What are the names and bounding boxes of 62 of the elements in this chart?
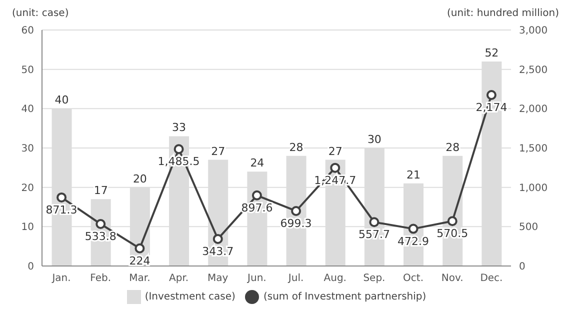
- data-label: 28: [289, 140, 304, 154]
- y2-tick-label: 2,500: [519, 64, 548, 76]
- data-label: 533.8: [84, 230, 116, 244]
- point: [291, 206, 302, 216]
- data-label: 871.3: [46, 203, 78, 216]
- point: [369, 217, 380, 228]
- point: [486, 90, 496, 100]
- point: [252, 190, 262, 200]
- data-label: 27: [328, 144, 342, 158]
- data-label: 28: [446, 140, 460, 154]
- text: (unit: hundred million): [447, 8, 559, 19]
- x-tick-label: Aug.: [324, 273, 346, 284]
- y-tick-label: 60: [21, 26, 34, 37]
- x-tick-label: Dec.: [480, 273, 503, 284]
- data-label: 224: [129, 254, 150, 268]
- data-label: 40: [54, 94, 69, 107]
- x-tick-label: Mar.: [129, 273, 150, 284]
- point: [212, 234, 223, 244]
- data-label: 557.7: [358, 228, 390, 242]
- data-label: 570.5: [436, 227, 468, 240]
- point: [174, 144, 184, 154]
- point: [96, 219, 106, 230]
- y2-tick-label: 1,000: [519, 182, 548, 194]
- y2-tick-label: 3,000: [519, 26, 548, 37]
- x-tick-label: Nov.: [441, 273, 464, 284]
- data-label: 699.3: [280, 216, 312, 230]
- point: [134, 243, 145, 254]
- y-tick-label: 40: [21, 104, 34, 116]
- data-label: 472.9: [398, 234, 430, 248]
- y2-tick-label: 1,500: [519, 144, 548, 155]
- data-label: 30: [367, 133, 382, 146]
- data-label: 17: [94, 184, 108, 198]
- y2-tick-label: 2,000: [519, 104, 548, 116]
- x-tick-label: Jun.: [246, 273, 266, 284]
- y-tick-label: 20: [21, 182, 34, 194]
- legend-label: (Investment case): [144, 292, 236, 303]
- x-tick-label: Jan.: [51, 273, 71, 284]
- y-tick-label: 50: [21, 64, 34, 76]
- y-tick-label: 30: [21, 144, 34, 155]
- point: [330, 162, 340, 173]
- x-tick-label: Feb.: [90, 273, 112, 284]
- y-tick-label: 10: [21, 222, 34, 234]
- x-tick-label: Sep.: [363, 273, 386, 284]
- y-tick-label: 0: [28, 262, 34, 273]
- x-tick-label: May: [208, 273, 228, 284]
- data-label: 24: [250, 156, 264, 170]
- text: (unit: case): [12, 8, 69, 19]
- data-label: 21: [406, 168, 421, 182]
- point: [447, 216, 458, 226]
- data-label: 343.7: [202, 244, 234, 258]
- y2-tick-label: 0: [519, 262, 526, 273]
- x-tick-label: Oct.: [403, 273, 424, 284]
- point: [408, 224, 418, 234]
- data-label: 33: [172, 121, 186, 134]
- data-label: 20: [132, 172, 147, 186]
- point: [56, 192, 67, 202]
- data-label: 52: [484, 46, 499, 60]
- legend-label: (sum of Investment partnership): [263, 292, 426, 303]
- x-tick-label: Jul.: [287, 273, 304, 284]
- x-tick-label: Apr.: [169, 273, 189, 284]
- data-label: 27: [211, 144, 226, 158]
- y2-tick-label: 500: [519, 222, 538, 234]
